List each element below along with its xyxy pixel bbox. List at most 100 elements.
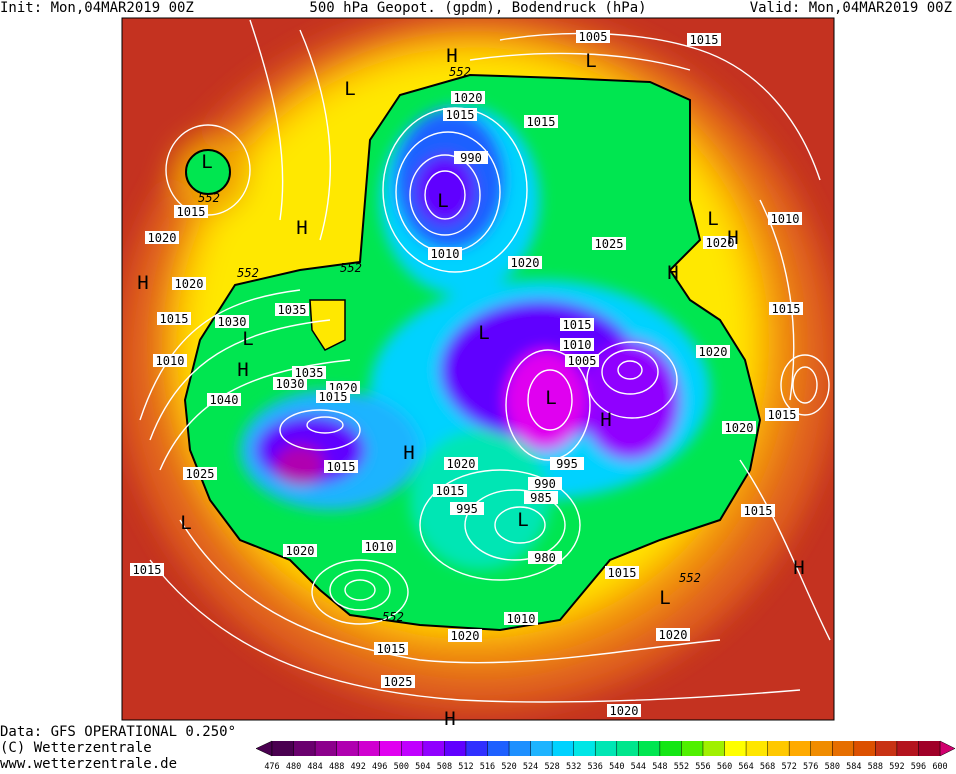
geopotential-label: 552 [679,571,701,585]
colorbar-bin [638,741,661,756]
colorbar-tick-label: 536 [588,762,603,770]
colorbar-tick-label: 504 [415,762,430,770]
isobar-label-box [428,247,462,260]
geopotential-label: 552 [198,191,220,205]
colorbar-bin [379,741,402,756]
colorbar-bin [401,741,424,756]
isobar-label: 1035 [295,366,324,380]
colorbar-bin [293,741,316,756]
colorbar-bin [530,741,553,756]
colorbar-tick-label: 524 [523,762,538,770]
colorbar-bin [272,741,295,756]
isobar-label-box [450,502,484,515]
isobar-label-box [292,366,326,379]
geopotential-label: 552 [237,266,259,280]
isobar-label-box [443,108,477,121]
isobar-label: 1020 [148,231,177,245]
colorbar-tick-label: 492 [351,762,366,770]
isobar-label: 1015 [446,108,475,122]
isobar-label: 1025 [595,237,624,251]
isobar-label: 990 [460,151,482,165]
isobar-label-box [374,642,408,655]
colorbar-tick-label: 556 [695,762,710,770]
isobar-label-box [560,338,594,351]
isobar-label: 1025 [186,467,215,481]
isobar-label-box [454,151,488,164]
colorbar-bin [315,741,338,756]
pressure-center: H [444,708,455,730]
colorbar-tick-label: 528 [544,762,559,770]
isobar-label-box [451,91,485,104]
colorbar-tick-label: 476 [264,762,279,770]
colorbar-tick-label: 488 [329,762,344,770]
isobar-label-box [703,236,737,249]
isobar-label: 1025 [384,675,413,689]
colorbar-tick-label: 520 [501,762,516,770]
isobar-label: 1010 [156,354,185,368]
isobar-label: 990 [534,477,556,491]
colorbar-bin [336,741,359,756]
pressure-center: L [545,387,556,409]
isobar-label-box [576,30,610,43]
colorbar-bin [810,741,833,756]
pressure-center: L [517,509,528,531]
isobar-label-box [381,675,415,688]
colorbar-tick-label: 508 [437,762,452,770]
isobar-label-box [722,421,756,434]
colorbar-bin [702,741,726,756]
isobar-label: 1020 [175,277,204,291]
isobar-label-box [444,457,478,470]
isobar-label: 1035 [278,303,307,317]
colorbar-bin [595,741,618,756]
colorbar-bin [853,741,876,756]
isobar-label: 1015 [327,460,356,474]
isobar-label-box [362,540,396,553]
pressure-center: L [201,151,212,173]
isobar-label: 1015 [608,566,637,580]
colorbar-low-arrow [255,740,273,757]
colorbar-tick-label: 592 [889,762,904,770]
isobar-label-box [768,212,802,225]
isobar-label-box [448,629,482,642]
colorbar-tick-label: 588 [868,762,883,770]
colorbar-tick-label: 516 [480,762,495,770]
isobar-label-box [528,551,562,564]
isobar-label: 1020 [725,421,754,435]
isobar-label-box [183,467,217,480]
isobar-label-box [324,460,358,473]
geopotential-label: 552 [340,261,362,275]
pressure-center: L [585,50,596,72]
colorbar-tick-label: 480 [286,762,301,770]
pressure-center: H [667,262,678,284]
isobar-label: 1030 [218,315,247,329]
colorbar-tick-label: 544 [631,762,646,770]
pressure-center: H [296,217,307,239]
isobar-label-box [130,563,164,576]
colorbar-tick-label: 496 [372,762,387,770]
isobar-label: 1010 [431,247,460,261]
colorbar-bin [746,741,769,756]
isobar-label-box [656,628,690,641]
init-time: Init: Mon,04MAR2019 00Z [0,0,194,16]
isobar-label: 1010 [563,338,592,352]
colorbar-tick-label: 500 [394,762,409,770]
colorbar-tick-label: 600 [932,762,947,770]
website: www.wetterzentrale.de [0,756,177,770]
isobar-label-box [275,303,309,316]
colorbar-tick-label: 484 [307,762,322,770]
isobar-label: 1020 [511,256,540,270]
pressure-center: H [793,557,804,579]
copyright: (C) Wetterzentrale [0,740,152,756]
colorbar-bin [918,741,941,756]
isobar-label: 1015 [563,318,592,332]
isobar-label-box [508,256,542,269]
isobar-label-box [528,477,562,490]
map-title: 500 hPa Geopot. (gpdm), Bodendruck (hPa) [309,0,646,16]
colorbar-bin [422,741,445,756]
isobar-label-box [174,205,208,218]
isobar-label: 1015 [133,563,162,577]
pressure-center: H [237,359,248,381]
colorbar-bin [659,741,682,756]
isobar-label-box [145,231,179,244]
